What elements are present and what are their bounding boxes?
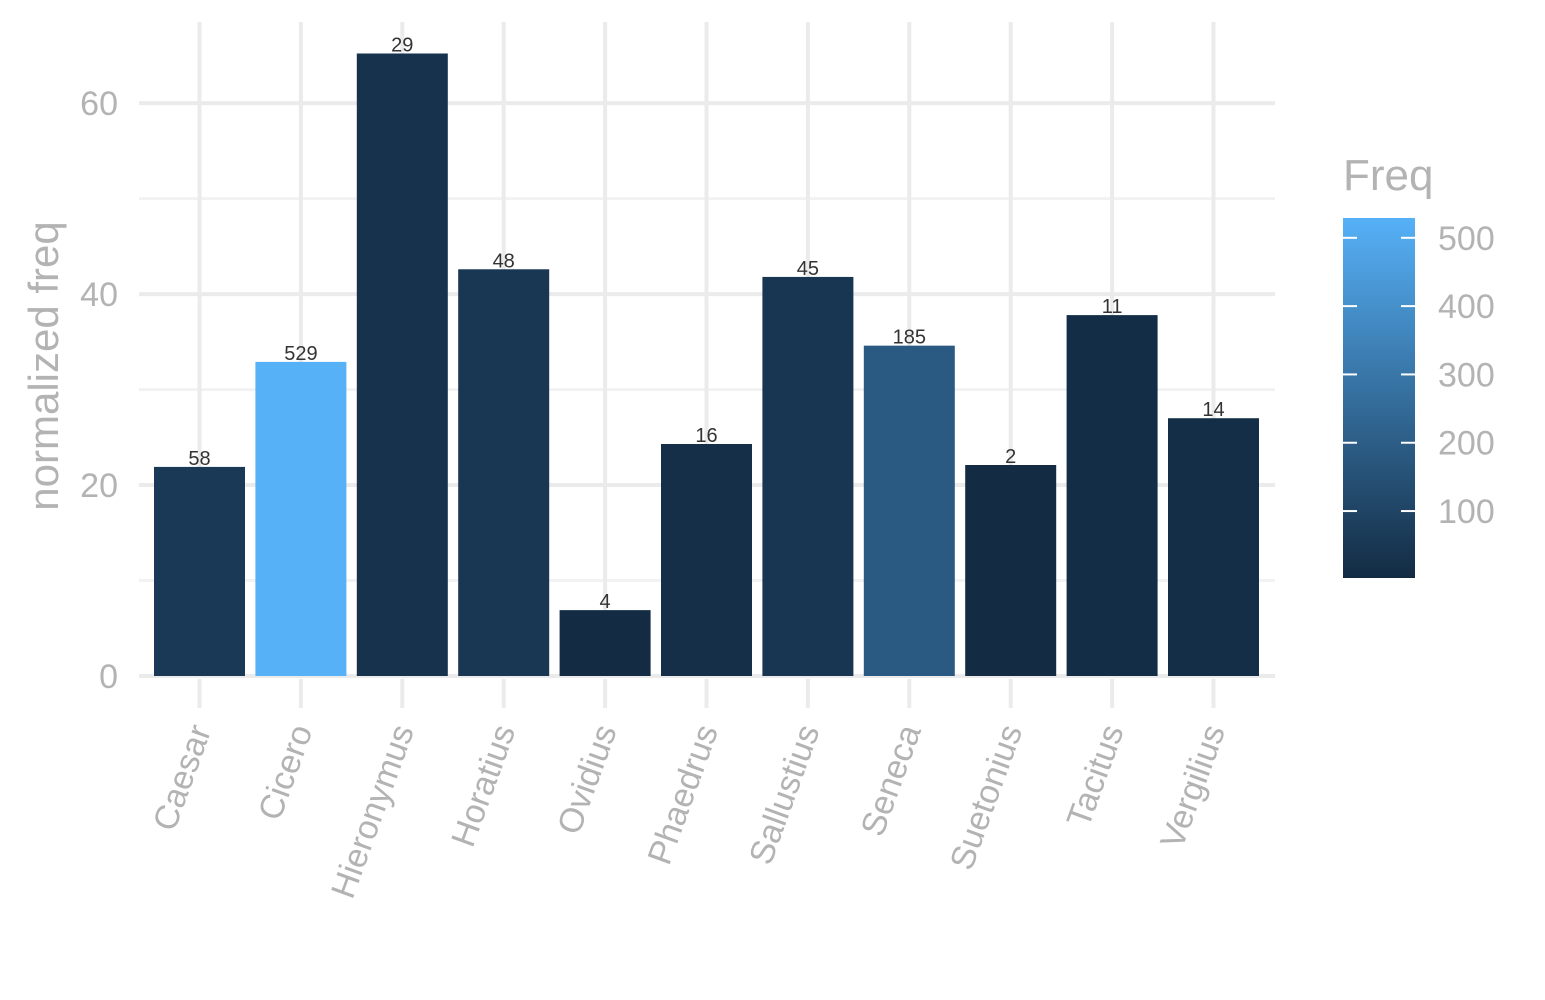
- data-labels: 58 529 29 48 4 16 45 185 2 11 14: [188, 35, 1224, 614]
- data-label-suetonius: 2: [1005, 446, 1016, 468]
- x-tick-label-horatius: Horatius: [444, 720, 523, 852]
- bar-vergilius: [1168, 418, 1259, 676]
- bar-cicero: [255, 361, 347, 676]
- bar-hieronymus: [356, 53, 448, 676]
- legend-tick-label: 300: [1438, 356, 1495, 394]
- x-tick-label-hieronymus: Hieronymus: [324, 720, 422, 903]
- legend-tick-label: 400: [1438, 288, 1495, 326]
- data-label-cicero: 529: [284, 343, 317, 365]
- x-tick-label-phaedrus: Phaedrus: [641, 720, 726, 870]
- legend: Freq 100 200 300 400 500: [1343, 151, 1495, 578]
- data-label-vergilius: 14: [1202, 399, 1224, 421]
- y-axis: 0 20 40 60: [80, 85, 118, 696]
- bar-ovidius: [559, 610, 651, 676]
- bar-horatius: [458, 269, 550, 676]
- data-label-phaedrus: 16: [695, 425, 717, 447]
- data-label-tacitus: 11: [1102, 296, 1123, 318]
- y-tick-label: 60: [80, 85, 118, 123]
- legend-colorbar: [1343, 218, 1415, 578]
- y-tick-label: 0: [99, 658, 118, 696]
- x-axis: Caesar Cicero Hieronymus Horatius Ovidius Pha…: [146, 679, 1233, 903]
- bar-phaedrus: [661, 443, 752, 676]
- legend-title: Freq: [1343, 151, 1433, 200]
- bar-seneca: [863, 345, 955, 676]
- legend-tick-label: 200: [1438, 425, 1495, 463]
- x-tick-label-cicero: Cicero: [251, 720, 320, 825]
- bar-tacitus: [1066, 315, 1158, 676]
- bar-sallustius: [762, 276, 854, 676]
- data-label-horatius: 48: [493, 250, 515, 272]
- data-label-caesar: 58: [188, 448, 210, 470]
- x-tick-label-tacitus: Tacitus: [1060, 720, 1132, 832]
- data-label-hieronymus: 29: [391, 35, 413, 57]
- y-tick-label: 40: [80, 276, 118, 314]
- data-label-ovidius: 4: [600, 591, 611, 613]
- data-label-seneca: 185: [893, 327, 926, 349]
- y-axis-title: normalized freq: [20, 221, 67, 510]
- data-label-sallustius: 45: [797, 258, 819, 280]
- bar-suetonius: [965, 465, 1057, 676]
- x-tick-label-ovidius: Ovidius: [550, 720, 624, 840]
- x-tick-label-sallustius: Sallustius: [742, 720, 827, 870]
- y-tick-label: 20: [80, 467, 118, 505]
- x-tick-label-seneca: Seneca: [854, 720, 929, 841]
- x-tick-label-caesar: Caesar: [146, 720, 219, 836]
- legend-tick-label: 500: [1438, 220, 1495, 258]
- bar-caesar: [154, 466, 245, 676]
- x-tick-label-vergilius: Vergilius: [1153, 720, 1233, 854]
- legend-tick-label: 100: [1438, 493, 1495, 531]
- x-tick-label-suetonius: Suetonius: [943, 720, 1030, 875]
- bars: [154, 53, 1259, 676]
